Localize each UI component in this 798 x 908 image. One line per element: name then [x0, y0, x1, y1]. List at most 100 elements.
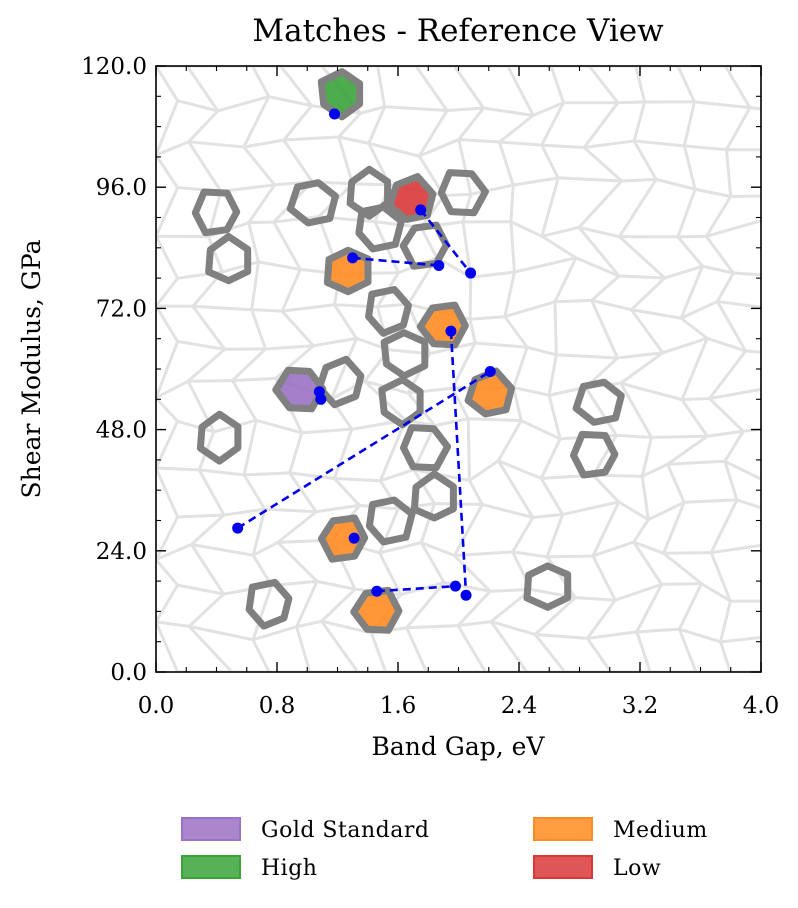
mesh-edge — [313, 336, 357, 348]
mesh-edge — [251, 639, 271, 672]
mesh-edge — [156, 467, 179, 518]
cell-outline — [196, 410, 242, 465]
cell-outline — [315, 355, 365, 409]
dashed-line-layer — [236, 209, 491, 596]
mesh-edge — [680, 300, 718, 320]
mesh-edge — [759, 634, 761, 638]
x-tick-label: 2.4 — [501, 693, 538, 719]
mesh-edge — [414, 66, 449, 112]
mesh-edge — [333, 477, 361, 507]
data-point — [328, 108, 340, 120]
mesh-edge — [554, 298, 592, 304]
mesh-edge — [251, 584, 273, 641]
mesh-edge — [547, 394, 562, 440]
mesh-edge — [720, 636, 761, 644]
mesh-edge — [682, 101, 696, 147]
mesh-edge — [619, 351, 664, 385]
mesh-edge — [156, 140, 190, 157]
mesh-edge — [635, 583, 663, 633]
mesh-edge — [497, 459, 535, 519]
dashed-link — [449, 331, 468, 596]
mesh-edge — [509, 221, 516, 273]
data-point — [484, 366, 496, 378]
mesh-edge — [684, 498, 737, 504]
mesh-edge — [457, 107, 485, 141]
mesh-edge — [719, 600, 732, 643]
data-point — [315, 393, 327, 405]
mesh-edge — [289, 471, 335, 480]
mesh-edge — [759, 542, 761, 546]
mesh-edge — [282, 104, 313, 141]
mesh-edge — [461, 193, 473, 223]
mesh-edge — [185, 66, 220, 112]
mesh-edge — [223, 507, 266, 517]
mesh-edge — [446, 106, 484, 113]
mesh-edge — [710, 543, 761, 555]
mesh-edge — [709, 499, 739, 554]
cell-outline — [380, 329, 429, 380]
mesh-edge — [590, 299, 619, 359]
mesh-edge — [749, 106, 761, 111]
mesh-edge — [633, 139, 685, 148]
mesh-edge — [419, 194, 446, 229]
legend-swatch — [181, 855, 241, 879]
mesh-edge — [191, 305, 226, 351]
mesh-edge — [273, 215, 319, 224]
mesh-edge — [190, 543, 225, 595]
mesh-edge — [177, 99, 219, 113]
mesh-edge — [316, 579, 356, 591]
mesh-edge — [723, 430, 745, 463]
background-mesh — [156, 66, 761, 672]
mesh-edge — [276, 510, 318, 544]
mesh-edge — [705, 195, 732, 238]
mesh-edge — [662, 552, 703, 585]
mesh-edge — [456, 624, 487, 672]
cell-outline — [286, 179, 339, 227]
mesh-edge — [541, 143, 585, 149]
mesh-edge — [678, 582, 703, 630]
mesh-edge — [577, 180, 623, 229]
mesh-edge — [458, 137, 500, 144]
mesh-edge — [418, 138, 460, 158]
chart-title: Matches - Reference View — [252, 13, 664, 49]
cell-outline — [399, 221, 450, 270]
mesh-edge — [188, 624, 254, 642]
mesh-edge — [156, 66, 179, 102]
mesh-edge — [539, 438, 562, 480]
mesh-edge — [197, 469, 226, 516]
mesh-edge — [280, 268, 302, 312]
mesh-edge — [412, 424, 437, 471]
mesh-edge — [679, 265, 704, 319]
mesh-edge — [759, 389, 761, 393]
mesh-edge — [450, 342, 477, 389]
mesh-edge — [676, 66, 696, 103]
mesh-edge — [620, 381, 683, 402]
mesh-edge — [582, 101, 620, 149]
mesh-edge — [156, 235, 179, 279]
mesh-edge — [706, 336, 747, 353]
legend-label: Low — [613, 856, 661, 881]
tick-layer: 0.0 0.8 1.6 2.4 3.2 4.0 0.0 24.0 48.0 72.0 96.0 120… — [81, 54, 779, 719]
mesh-edge — [384, 105, 448, 113]
mesh-edge — [420, 541, 446, 584]
mesh-edge — [247, 184, 276, 224]
mesh-edge — [443, 192, 471, 198]
mesh-edge — [590, 274, 620, 302]
mesh-edge — [532, 101, 565, 117]
mesh-edge — [592, 474, 620, 503]
mesh-edge — [640, 437, 653, 477]
mesh-edge — [592, 540, 635, 558]
mesh-edge — [708, 397, 745, 433]
y-tick-label: 24.0 — [96, 539, 147, 565]
mesh-edge — [584, 386, 618, 437]
mesh-edge — [453, 503, 484, 557]
cell-outline — [365, 496, 416, 546]
dashed-link — [236, 370, 491, 530]
mesh-edge — [451, 387, 470, 420]
y-tick-label: 48.0 — [96, 418, 147, 444]
mesh-edge — [616, 433, 652, 439]
mesh-edge — [694, 100, 751, 110]
mesh-edge — [188, 379, 233, 383]
data-point — [371, 585, 383, 597]
mesh-edge — [483, 106, 534, 117]
